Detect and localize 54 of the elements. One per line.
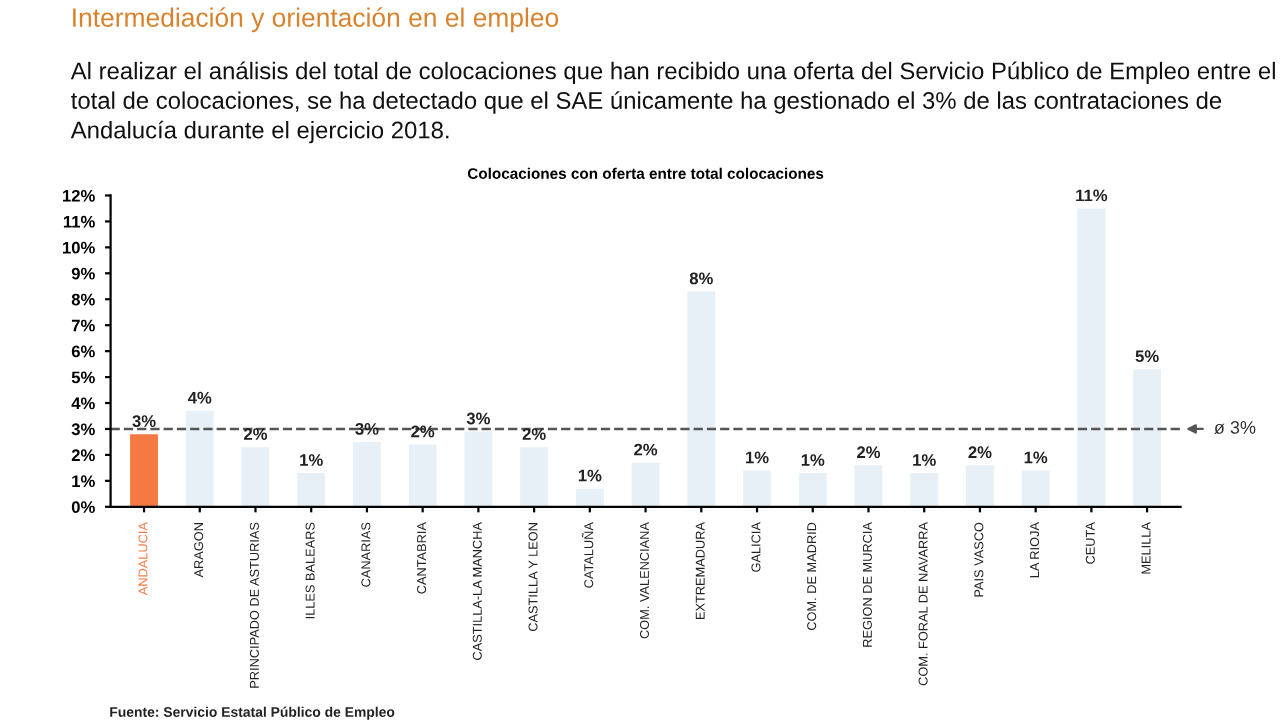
data-label: 1% [801, 454, 825, 466]
y-tick-label: 8% [71, 293, 95, 306]
text: Intermediación y orientación en el empleo [73, 7, 559, 33]
bar [743, 470, 771, 507]
bar [798, 473, 827, 507]
data-label: 3% [355, 422, 379, 435]
bar [353, 441, 381, 507]
y-tick-label: 11% [63, 215, 95, 228]
bar [687, 291, 716, 507]
y-tick-label: 4% [71, 397, 95, 410]
bar [910, 473, 939, 507]
data-label: 5% [1135, 350, 1159, 363]
data-label: 2% [968, 446, 992, 459]
data-label: 2% [634, 443, 658, 456]
y-tick-label: 0% [71, 501, 95, 513]
ref-line-label: ø 3% [1214, 421, 1256, 434]
bar [130, 434, 158, 507]
y-tick-label: 5% [71, 371, 95, 384]
bar [297, 473, 326, 507]
data-label: 1% [578, 469, 602, 482]
data-label: 2% [522, 428, 546, 440]
bar [1021, 470, 1050, 507]
bar [966, 465, 994, 507]
bar [464, 431, 493, 507]
data-label: 3% [132, 415, 156, 427]
bar [631, 462, 660, 507]
data-label: 4% [187, 391, 212, 404]
bar [854, 465, 883, 507]
bar [185, 410, 214, 507]
bar [1077, 208, 1106, 507]
data-label: 8% [689, 272, 713, 285]
data-label: 2% [244, 428, 268, 440]
bar [1133, 369, 1162, 507]
y-tick-label: 9% [71, 267, 95, 280]
data-label: 3% [466, 412, 490, 425]
text: Al realizar el análisis del total de colocaciones que han recibido una oferta del Servicio Público de Empleo entre el total de colocaciones, se ha detectado que el SAE únicamente ha gestionado el 3% de las contrataciones de Andalucía durante el ejercicio 2018. [70, 61, 1275, 144]
y-tick-label: 12% [63, 189, 95, 202]
bar [575, 488, 604, 507]
bar [520, 447, 549, 507]
y-tick-label: 7% [71, 319, 95, 332]
data-label: 2% [857, 446, 881, 459]
y-tick-label: 2% [71, 449, 95, 462]
data-label: 1% [746, 451, 769, 464]
y-tick-label: 6% [71, 345, 95, 358]
y-tick-label: 10% [63, 241, 95, 254]
bar [408, 444, 437, 507]
data-label: 1% [1024, 451, 1048, 464]
data-label: 11% [1076, 189, 1108, 202]
bar [241, 447, 270, 507]
data-label: 1% [300, 454, 323, 466]
y-tick-label: 1% [72, 475, 95, 488]
data-label: 1% [913, 454, 936, 466]
data-label: 2% [411, 425, 435, 438]
y-tick-label: 3% [71, 423, 95, 436]
